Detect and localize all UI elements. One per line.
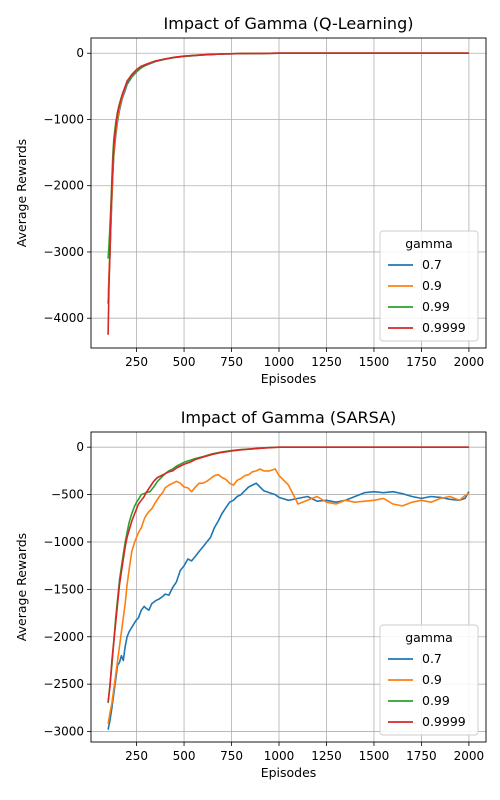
- axes-frame: [90, 37, 487, 349]
- legend-label-0.9: 0.9: [422, 278, 442, 293]
- x-tick-label: 500: [173, 355, 196, 369]
- x-tick-label: 1000: [264, 749, 295, 763]
- x-tick-label: 1750: [406, 355, 437, 369]
- y-tick-label: −2000: [43, 179, 84, 193]
- y-tick-label: −2000: [43, 630, 84, 644]
- series-line-0.9999: [107, 446, 469, 703]
- y-axis-label: Average Rewards: [14, 533, 29, 641]
- y-tick-label: −2500: [43, 677, 84, 691]
- y-tick-label: −3000: [43, 245, 84, 259]
- x-tick-label: 1250: [311, 355, 342, 369]
- x-tick-label: 1250: [311, 749, 342, 763]
- x-tick-label: 250: [125, 749, 148, 763]
- y-tick-label: −500: [51, 488, 84, 502]
- y-tick-label: −4000: [43, 311, 84, 325]
- series-group: [107, 446, 470, 730]
- legend-label-0.7: 0.7: [422, 651, 442, 666]
- chart-panel-2: 250 500 750 1000 1250 1500 1750 2000 −3000 −2500 −…: [14, 408, 487, 780]
- y-tick-label: −3000: [43, 725, 84, 739]
- y-tick-label: −1500: [43, 582, 84, 596]
- legend-box: [379, 230, 479, 342]
- x-tick-label: 1750: [406, 749, 437, 763]
- legend-label-0.9: 0.9: [422, 672, 442, 687]
- y-tick-label: −1000: [43, 112, 84, 126]
- series-group: [107, 52, 469, 335]
- legend-title: gamma: [405, 630, 453, 645]
- x-tick-label: 750: [220, 749, 243, 763]
- legend: gamma 0.7 0.9 0.99 0.9999: [379, 624, 479, 736]
- series-line-0.9999: [107, 52, 469, 335]
- x-tick-label: 250: [125, 355, 148, 369]
- x-tick-label: 1500: [359, 355, 390, 369]
- y-tick-label: −1000: [43, 535, 84, 549]
- x-tick-label: 1500: [359, 749, 390, 763]
- x-tick-label: 2000: [454, 355, 485, 369]
- series-line-0.7: [107, 482, 470, 730]
- axes-frame: [90, 431, 487, 743]
- legend: gamma 0.7 0.9 0.99 0.9999: [379, 230, 479, 342]
- series-line-0.9: [107, 468, 470, 725]
- y-axis-label: Average Rewards: [14, 139, 29, 247]
- legend-label-0.99: 0.99: [422, 299, 450, 314]
- x-tick-label: 500: [173, 749, 196, 763]
- x-tick-label: 750: [220, 355, 243, 369]
- x-axis-label: Episodes: [261, 765, 317, 780]
- legend-title: gamma: [405, 236, 453, 251]
- legend-label-0.9999: 0.9999: [422, 320, 466, 335]
- x-axis-label: Episodes: [261, 371, 317, 386]
- legend-label-0.7: 0.7: [422, 257, 442, 272]
- legend-label-0.99: 0.99: [422, 693, 450, 708]
- chart-title: Impact of Gamma (SARSA): [181, 408, 397, 427]
- chart-title: Impact of Gamma (Q-Learning): [164, 14, 414, 33]
- y-tick-label: 0: [76, 46, 84, 60]
- y-tick-label: 0: [76, 440, 84, 454]
- series-line-0.99: [107, 52, 469, 259]
- legend-label-0.9999: 0.9999: [422, 714, 466, 729]
- x-tick-label: 2000: [454, 749, 485, 763]
- legend-box: [379, 624, 479, 736]
- x-tick-label: 1000: [264, 355, 295, 369]
- chart-panel-1: 250 500 750 1000 1250 1500 1750 2000 −4000 −3000 −…: [14, 14, 487, 386]
